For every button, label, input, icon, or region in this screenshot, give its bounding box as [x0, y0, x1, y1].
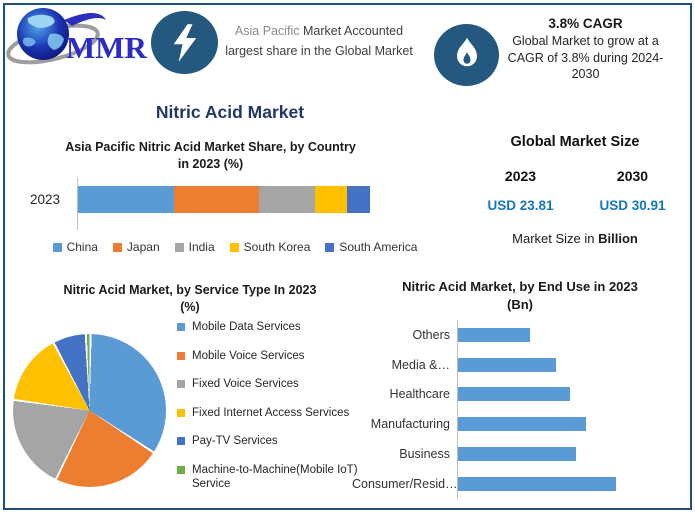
legend-swatch-south-america: [325, 242, 335, 252]
legend-item-south-korea: South Korea: [229, 240, 311, 254]
market-size-footnote-bold: Billion: [598, 231, 638, 246]
enduse-row-consumer-resid: Consumer/Resid…: [352, 468, 688, 499]
enduse-bar-healthcare: [458, 387, 571, 402]
segment-japan: [174, 186, 260, 213]
mmr-logo: MMR: [6, 8, 148, 65]
segment-south-america: [346, 186, 370, 213]
legend-item-india: India: [174, 240, 215, 254]
legend-swatch-china: [52, 242, 62, 252]
enduse-label-manufacturing: Manufacturing: [370, 417, 450, 432]
legend-label-mobile-data-services: Mobile Data Services: [192, 321, 301, 333]
enduse-label-consumer-resid: Consumer/Resid…: [352, 476, 458, 491]
segment-india: [259, 186, 315, 213]
market-size-title: Global Market Size: [510, 134, 640, 150]
asia-highlight-text-rest: Market Accounted largest share in the Gl…: [225, 24, 413, 58]
enduse-label-business: Business: [399, 447, 450, 462]
cagr-body: Global Market to grow at a CAGR of 3.8% …: [507, 34, 664, 81]
enduse-plot: Others Media &… Healthcare Manufacturing Bus…: [352, 320, 688, 499]
legend-label-south-america: South America: [339, 240, 418, 254]
market-size-footnote-regular: Market Size in: [512, 231, 599, 246]
asia-highlight-text-lead: Asia Pacific: [234, 24, 300, 38]
market-size-value-2023: USD 23.81: [487, 198, 554, 213]
country-legend: China Japan India South Korea South America: [30, 240, 440, 254]
segment-south-korea: [314, 186, 347, 213]
enduse-label-healthcare: Healthcare: [389, 387, 450, 402]
enduse-track-media: [457, 349, 688, 380]
enduse-row-manufacturing: Manufacturing: [352, 409, 688, 440]
country-chart-axis-line: [77, 177, 78, 230]
legend-item-mobile-voice-services: Mobile Voice Services: [177, 349, 361, 364]
enduse-label-media: Media &…: [391, 357, 450, 372]
legend-swatch-india: [174, 242, 184, 252]
legend-swatch-mobile-data-services: [177, 323, 185, 331]
legend-swatch-south-korea: [229, 242, 239, 252]
legend-item-machine-to-machine-mobile-iot-service: Machine-to-Machine(Mobile IoT) Service: [177, 463, 361, 492]
segment-china: [78, 186, 175, 213]
page-title: Nitric Acid Market: [155, 102, 305, 122]
service-legend: Mobile Data Services Mobile Voice Service…: [177, 320, 361, 506]
enduse-track-manufacturing: [457, 409, 688, 440]
legend-label-south-korea: South Korea: [243, 240, 311, 254]
enduse-bar-media: [458, 357, 556, 372]
market-size-value-2030: USD 30.91: [599, 198, 666, 213]
legend-item-japan: Japan: [112, 240, 160, 254]
legend-label-pay-tv-services: Pay-TV Services: [192, 435, 278, 447]
legend-label-japan: Japan: [126, 240, 160, 254]
enduse-bar-business: [458, 447, 576, 462]
enduse-bar-others: [458, 327, 530, 342]
legend-item-china: China: [52, 240, 98, 254]
enduse-bar-consumer-resid: [458, 476, 617, 491]
legend-item-pay-tv-services: Pay-TV Services: [177, 434, 361, 449]
service-chart-title: Nitric Acid Market, by Service Type In 2…: [63, 283, 317, 314]
country-chart-category-label: 2023: [29, 192, 61, 207]
enduse-row-others: Others: [352, 320, 688, 350]
enduse-chart-title: Nitric Acid Market, by End Use in 2023 (…: [402, 279, 638, 312]
lightning-bolt-icon: [173, 23, 196, 62]
enduse-row-business: Business: [352, 439, 688, 469]
legend-label-fixed-voice-services: Fixed Voice Services: [192, 378, 299, 390]
market-size-footnote: Market Size in Billion: [460, 231, 690, 246]
asia-highlight-text: Asia Pacific Market Accounted largest sh…: [216, 21, 422, 61]
globe-icon: [6, 8, 106, 65]
legend-label-mobile-voice-services: Mobile Voice Services: [192, 349, 305, 362]
legend-swatch-fixed-internet-access-services: [177, 408, 185, 417]
legend-swatch-machine-to-machine-mobile-iot-service: [177, 465, 185, 474]
legend-swatch-fixed-voice-services: [177, 380, 185, 388]
enduse-track-others: [457, 320, 688, 350]
enduse-row-healthcare: Healthcare: [352, 379, 688, 410]
legend-label-fixed-internet-access-services: Fixed Internet Access Services: [192, 406, 350, 419]
legend-swatch-mobile-voice-services: [177, 351, 185, 360]
legend-item-mobile-data-services: Mobile Data Services: [177, 320, 361, 335]
enduse-label-others: Others: [412, 327, 450, 342]
country-chart-title: Asia Pacific Nitric Acid Market Share, b…: [65, 140, 356, 171]
legend-label-india: India: [188, 240, 215, 254]
flame-icon: [456, 37, 477, 67]
market-size-year-2023: 2023: [504, 168, 537, 184]
legend-swatch-japan: [112, 242, 122, 252]
legend-item-fixed-voice-services: Fixed Voice Services: [177, 377, 361, 392]
legend-label-machine-to-machine-mobile-iot-service: Machine-to-Machine(Mobile IoT) Service: [192, 463, 358, 491]
legend-item-fixed-internet-access-services: Fixed Internet Access Services: [177, 406, 361, 421]
asia-highlight-badge: [151, 11, 218, 74]
cagr-highlight-badge: [434, 24, 499, 86]
market-size-year-2030: 2030: [616, 168, 649, 184]
cagr-title: 3.8% CAGR: [548, 16, 623, 31]
enduse-track-healthcare: [457, 379, 688, 410]
service-pie-chart: [13, 334, 166, 487]
enduse-track-business: [457, 439, 688, 469]
enduse-track-consumer-resid: [457, 468, 688, 499]
legend-swatch-pay-tv-services: [177, 437, 185, 445]
legend-item-south-america: South America: [325, 240, 417, 254]
enduse-row-media: Media &…: [352, 349, 688, 380]
country-stacked-bar: [78, 186, 370, 213]
enduse-bar-manufacturing: [458, 417, 586, 432]
logo-text: MMR: [66, 30, 148, 65]
legend-label-china: China: [66, 240, 98, 254]
